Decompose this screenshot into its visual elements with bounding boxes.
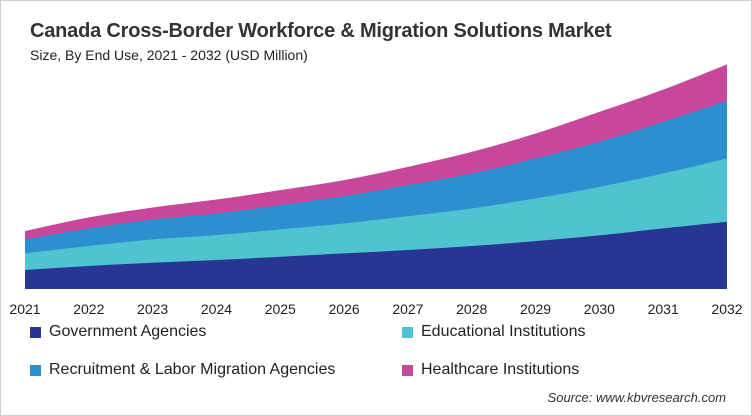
x-tick-label: 2023 — [137, 301, 168, 317]
legend-swatch — [402, 326, 413, 338]
legend-item-healthcare: Healthcare Institutions — [402, 361, 579, 379]
x-tick-label: 2024 — [201, 301, 232, 317]
x-tick-label: 2027 — [392, 301, 423, 317]
legend-swatch — [30, 326, 41, 338]
legend-item-recruitment: Recruitment & Labor Migration Agencies — [30, 361, 335, 379]
x-tick-label: 2032 — [711, 301, 742, 317]
legend-item-educational: Educational Institutions — [402, 323, 586, 341]
legend-swatch — [402, 364, 413, 376]
area-government-agencies — [25, 221, 727, 289]
x-tick-label: 2026 — [329, 301, 360, 317]
chart-subtitle: Size, By End Use, 2021 - 2032 (USD Milli… — [30, 47, 308, 63]
x-tick-label: 2031 — [648, 301, 679, 317]
legend-label: Recruitment & Labor Migration Agencies — [49, 361, 336, 378]
chart-title: Canada Cross-Border Workforce & Migratio… — [30, 20, 612, 42]
legend-label: Government Agencies — [49, 323, 207, 340]
source-note: Source: www.kbvresearch.com — [547, 390, 726, 405]
x-tick-label: 2030 — [584, 301, 615, 317]
x-tick-label: 2029 — [520, 301, 551, 317]
x-tick-label: 2021 — [9, 301, 40, 317]
legend-label: Educational Institutions — [421, 323, 586, 340]
x-tick-label: 2025 — [265, 301, 296, 317]
legend-swatch — [30, 364, 41, 376]
legend-label: Healthcare Institutions — [421, 361, 580, 378]
legend-item-government: Government Agencies — [30, 323, 206, 341]
x-tick-label: 2022 — [73, 301, 104, 317]
x-tick-label: 2028 — [456, 301, 487, 317]
